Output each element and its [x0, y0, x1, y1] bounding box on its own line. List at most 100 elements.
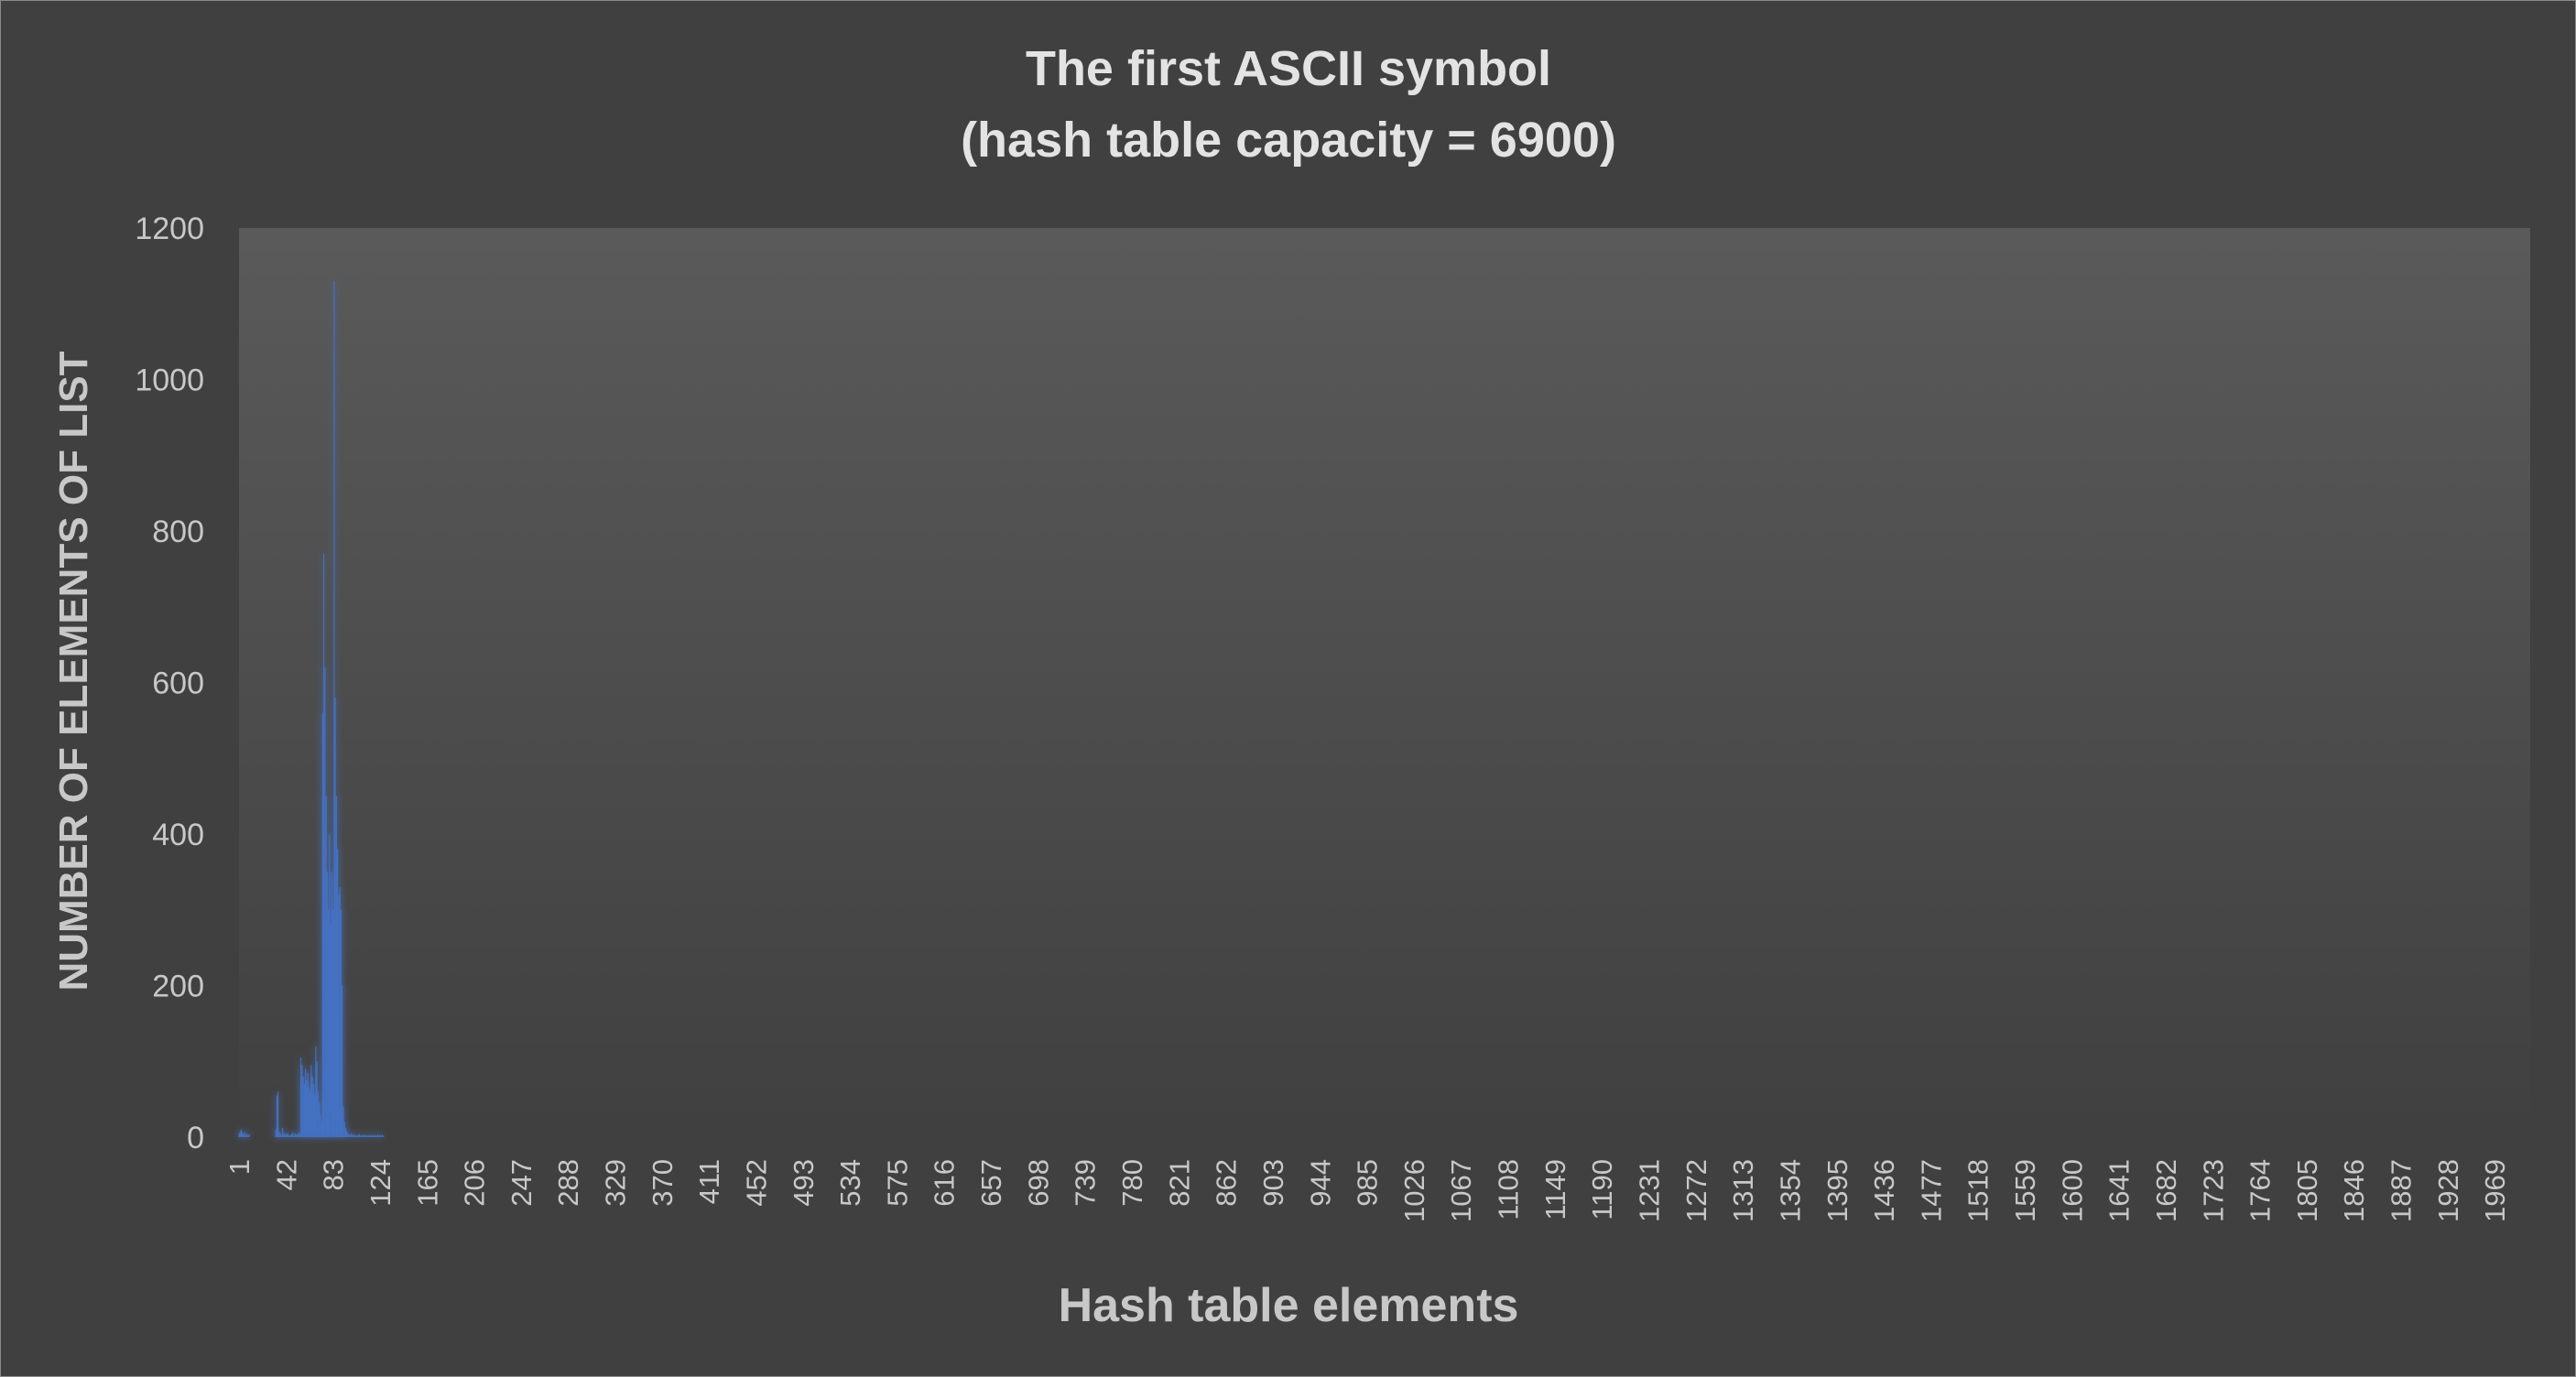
bar [287, 1133, 288, 1137]
bar [375, 1135, 377, 1137]
bar [291, 1133, 293, 1137]
bar [360, 1135, 362, 1137]
bar [381, 1134, 384, 1137]
bar [311, 1076, 313, 1137]
bar [352, 1134, 353, 1137]
x-tick-label: 1477 [1915, 1159, 1947, 1222]
x-tick-label: 1805 [2291, 1159, 2323, 1222]
bar [326, 872, 328, 1138]
bar [283, 1133, 285, 1137]
bar [348, 1133, 350, 1137]
bar [343, 1122, 345, 1137]
x-tick-label: 616 [929, 1159, 961, 1207]
x-tick-label: 1887 [2386, 1159, 2418, 1222]
bar [364, 1135, 366, 1137]
bar [299, 1133, 300, 1137]
x-tick-label: 370 [647, 1159, 679, 1207]
bar [370, 1134, 372, 1137]
x-ticks-group: 1 42 83 124 165 206 247 288 329 370 411 452 493 534 57… [223, 1159, 2511, 1222]
bar [361, 1134, 363, 1137]
x-tick-label: 985 [1352, 1159, 1384, 1207]
y-tick-label: 1000 [135, 363, 204, 398]
x-tick-label: 698 [1022, 1159, 1054, 1207]
bar [374, 1135, 375, 1137]
x-tick-label: 1723 [2197, 1159, 2229, 1222]
x-tick-label: 288 [552, 1159, 584, 1207]
bar [330, 925, 332, 1137]
x-tick-label: 1969 [2479, 1159, 2511, 1222]
bar [293, 1134, 295, 1137]
bar [355, 1134, 357, 1137]
bar [378, 1135, 380, 1137]
bar [351, 1133, 353, 1137]
bar [275, 1129, 277, 1137]
x-tick-label: 1846 [2338, 1159, 2370, 1222]
bar [243, 1133, 245, 1137]
y-tick-label: 1200 [135, 211, 204, 246]
bar [353, 1135, 355, 1137]
bar [247, 1135, 249, 1137]
bar [369, 1135, 371, 1137]
bar [366, 1135, 368, 1137]
x-tick-label: 1231 [1634, 1159, 1666, 1222]
bar [356, 1135, 358, 1137]
bar [245, 1134, 247, 1137]
bar [240, 1129, 243, 1137]
x-tick-label: 1108 [1493, 1159, 1525, 1220]
bar [308, 1088, 310, 1137]
bar [285, 1134, 287, 1137]
bar [323, 553, 325, 1137]
bar [303, 1084, 305, 1137]
x-tick-label: 1354 [1774, 1159, 1806, 1222]
bar [332, 909, 334, 1137]
bar [292, 1133, 294, 1137]
y-tick-label: 800 [152, 515, 204, 549]
x-tick-label: 1436 [1868, 1159, 1900, 1222]
bar [379, 1134, 381, 1137]
bar [307, 1072, 309, 1137]
y-tick-label: 600 [152, 667, 204, 701]
bar [337, 849, 339, 1137]
bar [238, 1133, 240, 1137]
bar [277, 1091, 279, 1137]
bar [284, 1133, 286, 1137]
x-tick-label: 1313 [1727, 1159, 1759, 1222]
bar [357, 1134, 359, 1137]
x-tick-label: 739 [1070, 1159, 1102, 1207]
bar [346, 1131, 348, 1137]
bar [335, 796, 337, 1138]
bar [306, 1079, 308, 1137]
x-tick-label: 1026 [1398, 1159, 1430, 1222]
plot-area [239, 228, 2530, 1137]
bar [242, 1133, 244, 1137]
x-tick-label: 452 [741, 1159, 773, 1207]
x-tick-label: 1641 [2103, 1159, 2136, 1222]
y-tick-label: 200 [152, 970, 204, 1004]
bar [362, 1135, 364, 1137]
bar [319, 1102, 321, 1137]
bar [324, 667, 326, 1137]
bar [367, 1134, 369, 1137]
bar [376, 1134, 379, 1137]
bar [301, 1065, 303, 1137]
bar [297, 1134, 299, 1137]
bar [371, 1135, 373, 1137]
bar [321, 712, 323, 1137]
bar [279, 1133, 281, 1137]
bar [248, 1133, 250, 1137]
bar [305, 1068, 307, 1137]
bar [353, 1133, 354, 1137]
bar [294, 1133, 296, 1137]
x-tick-label: 165 [411, 1159, 443, 1207]
bar [296, 1133, 298, 1137]
bar [278, 1131, 280, 1137]
x-tick-label: 1067 [1445, 1159, 1477, 1222]
y-tick-label: 0 [187, 1121, 204, 1155]
x-tick-label: 821 [1163, 1159, 1195, 1207]
x-tick-label: 903 [1257, 1159, 1289, 1207]
bar [329, 834, 331, 1137]
x-tick-label: 1395 [1821, 1159, 1853, 1222]
x-tick-label: 124 [364, 1159, 397, 1207]
